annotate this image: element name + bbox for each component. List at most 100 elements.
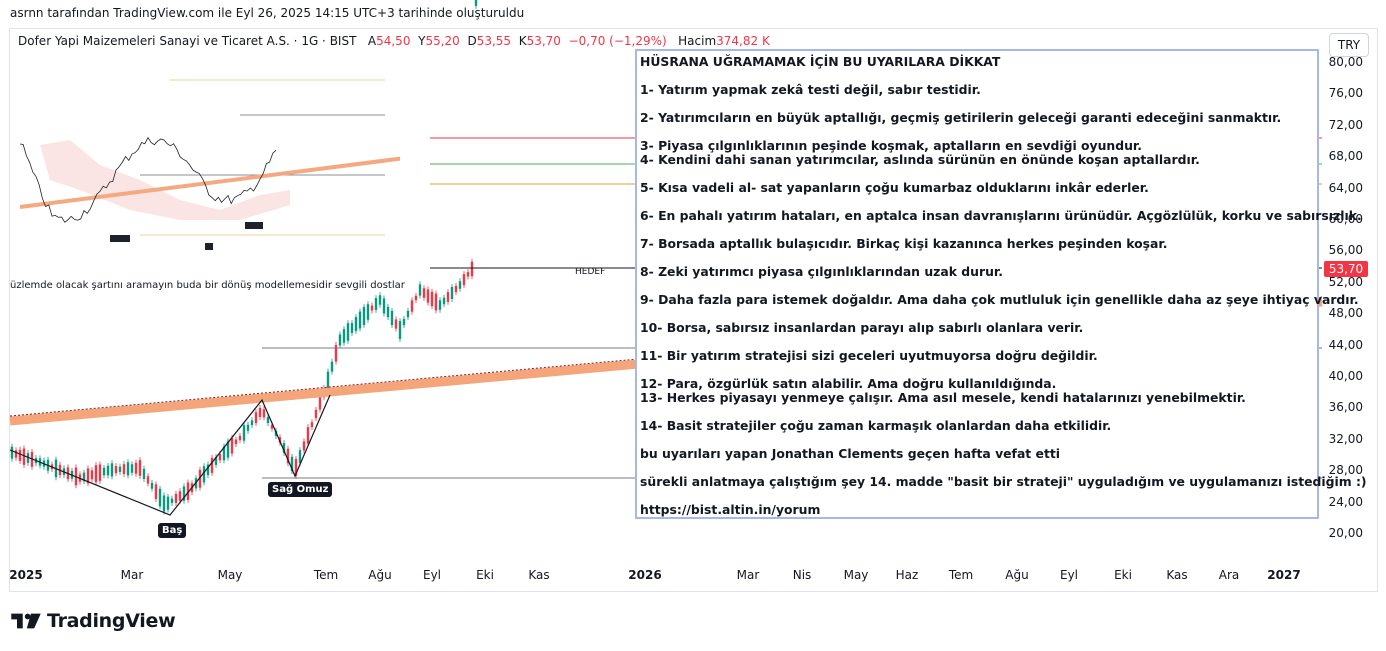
pattern-note: üzlemde olacak şartını aramayın buda bir… <box>10 280 405 291</box>
warning-note-box[interactable]: HÜSRANA UĞRAMAMAK İÇİN BU UYARILARA DİKK… <box>635 49 1367 519</box>
note-line: 9- Daha fazla para istemek doğaldır. Ama… <box>640 292 1359 307</box>
note-line: 8- Zeki yatırımcı piyasa çılgınlıklarınd… <box>640 264 1003 279</box>
note-line: 13- Herkes piyasayı yenmeye çalışır. Ama… <box>640 390 1246 405</box>
price-tick: 80,00 <box>1328 55 1363 69</box>
candle-body <box>410 300 414 312</box>
candle-body <box>238 435 242 441</box>
candle-body <box>26 453 30 463</box>
candle-body <box>122 464 126 474</box>
note-title: HÜSRANA UĞRAMAMAK İÇİN BU UYARILARA DİKK… <box>640 54 1001 69</box>
time-tick: Kas <box>528 568 550 582</box>
time-tick: Eki <box>1114 568 1132 582</box>
price-tick: 52,00 <box>1328 274 1363 289</box>
candle-body <box>338 334 342 346</box>
candle-body <box>110 463 114 477</box>
candle-body <box>358 311 362 329</box>
candle-body <box>154 484 158 500</box>
currency-button[interactable]: TRY <box>1329 33 1369 57</box>
candle-body <box>310 422 314 428</box>
candle-body <box>282 443 286 453</box>
candle-body <box>450 287 454 299</box>
candle-body <box>246 424 250 431</box>
candle-body <box>242 425 246 441</box>
candle-body <box>94 465 98 483</box>
candle-body <box>354 317 358 331</box>
candle-body <box>370 305 374 311</box>
price-tick: 44,00 <box>1328 337 1363 352</box>
head-label[interactable]: Baş <box>158 523 187 538</box>
candle-body <box>382 298 386 314</box>
candle-body <box>234 439 238 445</box>
time-tick: 2025 <box>9 568 43 582</box>
candle-body <box>270 424 274 429</box>
time-tick: 2027 <box>1267 568 1301 582</box>
price-tick: 76,00 <box>1328 86 1363 101</box>
candle-body <box>10 446 14 459</box>
note-line: 1- Yatırım yapmak zekâ testi değil, sabı… <box>640 82 981 97</box>
price-tick: 64,00 <box>1328 180 1363 195</box>
candle-body <box>398 321 402 339</box>
low-label: D <box>467 34 477 48</box>
price-tick: 28,00 <box>1328 463 1363 478</box>
candle-body <box>218 454 222 461</box>
time-tick: Ağu <box>368 568 392 582</box>
time-tick: Eyl <box>1059 568 1079 582</box>
candle-body <box>106 465 110 476</box>
candle-body <box>118 466 122 472</box>
note-line: 4- Kendini dahi sanan yatırımcılar, aslı… <box>640 152 1200 167</box>
price-tick: 60,00 <box>1328 212 1363 226</box>
candle-body <box>206 464 210 476</box>
time-axis[interactable]: 2025 Mar May Tem Ağu Eyl Eki Kas 2026 Mar Nis May Ha… <box>9 568 1320 586</box>
candle-body <box>454 285 458 293</box>
candle-body <box>438 300 442 310</box>
right-shoulder-label[interactable]: Sağ Omuz <box>268 482 333 497</box>
volume-label: Hacim <box>678 34 717 48</box>
candle-body <box>210 457 214 473</box>
candle-body <box>290 456 294 472</box>
pattern-zigzag <box>9 394 331 516</box>
candle-body <box>418 284 422 296</box>
chart-caption: asrnn tarafından TradingView.com ile Eyl… <box>10 6 525 20</box>
candle-body <box>346 323 350 341</box>
high-label: Y <box>418 34 426 48</box>
candle-body <box>434 293 438 311</box>
candle-body <box>142 468 146 479</box>
note-line: 3- Piyasa çılgınlıklarının peşinde koşma… <box>640 138 1142 153</box>
symbol-name[interactable]: Dofer Yapi Maizemeleri Sanayi ve Ticaret… <box>18 34 357 48</box>
candle-body <box>458 281 462 289</box>
time-tick: Mar <box>120 568 144 582</box>
candle-body <box>166 496 170 510</box>
candle-body <box>258 408 262 418</box>
candle-body <box>182 486 186 501</box>
candle-body <box>406 310 410 318</box>
candle-body <box>430 291 434 307</box>
candle-body <box>470 261 474 277</box>
candle-body <box>90 470 94 480</box>
time-tick: Eyl <box>422 568 442 582</box>
candle-body <box>350 323 354 333</box>
candle-body <box>298 450 302 464</box>
time-tick: Ara <box>1218 568 1240 582</box>
candle-body <box>254 412 258 424</box>
candle-body <box>262 409 266 418</box>
candle-body <box>158 488 162 507</box>
note-line: sürekli anlatmaya çalıştığım şey 14. mad… <box>640 474 1367 489</box>
candle-body <box>366 304 370 320</box>
candle-body <box>394 319 398 329</box>
price-axis[interactable]: 80,00 76,00 72,00 68,00 64,00 60,00 56,00 52,00… <box>1322 55 1377 555</box>
tradingview-brand[interactable]: TradingView <box>11 610 176 632</box>
candle-body <box>86 468 90 484</box>
candle-body <box>14 450 18 458</box>
candle-body <box>342 329 346 343</box>
candle-body <box>374 298 378 310</box>
candle-body <box>226 441 230 458</box>
symbol-legend[interactable]: Dofer Yapi Maizemeleri Sanayi ve Ticaret… <box>18 34 770 48</box>
low-value: 53,55 <box>476 34 512 48</box>
candle-body <box>130 464 134 473</box>
time-tick: Eki <box>476 568 494 582</box>
candle-body <box>114 466 118 474</box>
price-tick: 68,00 <box>1328 149 1363 164</box>
candle-body <box>414 295 418 301</box>
candle-body <box>102 467 106 476</box>
candle-body <box>162 495 166 512</box>
